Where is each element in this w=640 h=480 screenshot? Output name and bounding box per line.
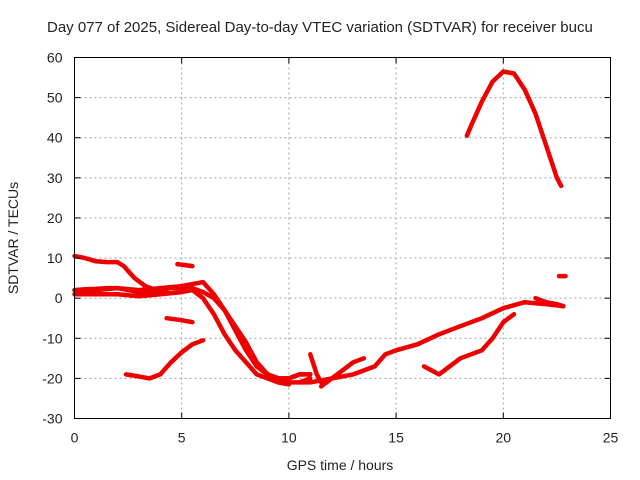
series-arc13	[464, 69, 564, 189]
series-arc2	[72, 285, 313, 385]
y-tick-label: 20	[47, 210, 63, 226]
chart-title: Day 077 of 2025, Sidereal Day-to-day VTE…	[47, 19, 593, 36]
x-tick-label: 20	[496, 430, 512, 446]
series-arc8	[248, 348, 313, 381]
x-tick-label: 15	[388, 430, 404, 446]
series-arc10	[297, 299, 566, 385]
y-tick-label: 0	[55, 290, 63, 306]
y-tick-label: 60	[47, 50, 63, 66]
series-arc14	[533, 295, 566, 309]
x-tick-label: 5	[178, 430, 186, 446]
y-tick-label: -10	[42, 330, 62, 346]
y-tick-label: -30	[42, 411, 62, 427]
x-tick-label: 0	[71, 430, 79, 446]
series-arc12	[421, 311, 517, 377]
axis-ticks: 0 5 10 15 20 25 60 50 40 30 20 10 0 -10 -20 -30	[42, 50, 618, 446]
plot-frame	[74, 57, 611, 419]
y-tick-label: 40	[47, 130, 63, 146]
series-arc5	[175, 261, 195, 269]
series-arc3	[72, 287, 292, 387]
x-axis-label: GPS time / hours	[287, 457, 394, 473]
grid	[74, 57, 611, 419]
y-tick-label: 10	[47, 250, 63, 266]
x-tick-label: 10	[281, 430, 297, 446]
y-axis-label: SDTVAR / TECUs	[5, 182, 21, 294]
series-arc11	[318, 356, 367, 389]
y-tick-label: 30	[47, 170, 63, 186]
series-arc6	[164, 315, 195, 325]
series-arc7	[123, 338, 206, 381]
series-arc4	[72, 279, 313, 381]
data-series	[72, 69, 568, 389]
x-tick-label: 25	[603, 430, 619, 446]
y-tick-label: 50	[47, 90, 63, 106]
y-tick-label: -20	[42, 370, 62, 386]
